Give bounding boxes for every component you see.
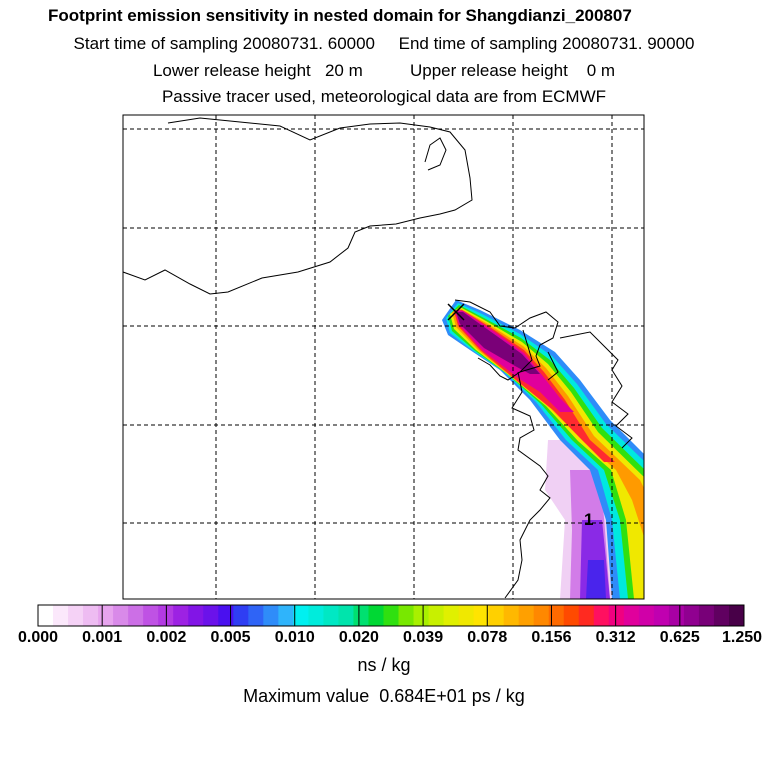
colorbar-tick-label: 0.039: [403, 629, 444, 646]
colorbar-swatch: [428, 605, 445, 626]
colorbar: [37, 604, 745, 627]
release-height-line: Lower release height 20 m Upper release …: [0, 61, 768, 81]
colorbar-swatch: [368, 605, 384, 626]
colorbar-swatch: [713, 605, 730, 626]
colorbar-swatch: [308, 605, 324, 626]
colorbar-swatch: [593, 605, 610, 626]
colorbar-swatch: [488, 605, 505, 626]
colorbar-swatch: [248, 605, 264, 626]
colorbar-swatch: [218, 605, 234, 626]
colorbar-swatch: [203, 605, 219, 626]
colorbar-swatch: [653, 605, 670, 626]
colorbar-swatch: [143, 605, 159, 626]
maximum-value-note: Maximum value 0.684E+01 ps / kg: [243, 686, 525, 706]
colorbar-swatch: [458, 605, 475, 626]
colorbar-tick-label: 0.005: [210, 629, 251, 646]
colorbar-swatch: [233, 605, 249, 626]
upper-height-value: 0 m: [586, 61, 616, 80]
colorbar-unit: ns / kg: [357, 655, 411, 675]
colorbar-swatch: [533, 605, 550, 626]
tracer-note: Passive tracer used, meteorological data…: [161, 87, 607, 106]
start-time-value: 20080731. 60000: [242, 34, 376, 53]
colorbar-swatch: [293, 605, 309, 626]
colorbar-tick-label: 0.000: [17, 629, 59, 646]
coastlines: [122, 117, 633, 599]
colorbar-swatch: [278, 605, 294, 626]
end-time-value: 20080731. 90000: [562, 34, 695, 53]
colorbar-swatch: [563, 605, 580, 626]
colorbar-tick-label: 0.010: [274, 629, 315, 646]
colorbar-swatch: [608, 605, 625, 626]
contour-label: 1: [584, 510, 593, 529]
colorbar-swatch: [128, 605, 144, 626]
colorbar-swatch: [338, 605, 354, 626]
colorbar-swatch: [263, 605, 279, 626]
colorbar-swatch: [98, 605, 114, 626]
lower-height-label: Lower release height: [152, 61, 311, 80]
colorbar-swatch: [698, 605, 715, 626]
plume-blue-core: [586, 560, 606, 599]
colorbar-tick-label: 0.312: [595, 629, 636, 646]
colorbar-tick-label: 0.002: [146, 629, 187, 646]
colorbar-swatch: [383, 605, 400, 626]
colorbar-swatch: [188, 605, 204, 626]
colorbar-swatch: [728, 605, 745, 626]
colorbar-frame: [37, 604, 745, 627]
colorbar-swatch: [443, 605, 460, 626]
plume-field: [442, 300, 644, 599]
colorbar-swatch: [173, 605, 189, 626]
colorbar-swatch: [548, 605, 565, 626]
colorbar-tick-label: 1.250: [721, 629, 763, 646]
colorbar-swatch: [413, 605, 430, 626]
colorbar-swatch: [113, 605, 129, 626]
colorbar-tick-label: 0.156: [531, 629, 572, 646]
colorbar-swatch: [473, 605, 490, 626]
colorbar-swatch: [68, 605, 84, 626]
x-marker-icon: [447, 303, 465, 321]
colorbar-tick-label: 0.078: [467, 629, 508, 646]
chart-title: Footprint emission sensitivity in nested…: [48, 6, 632, 25]
map-frame: [122, 114, 645, 600]
colorbar-swatch: [323, 605, 339, 626]
colorbar-swatch: [53, 605, 69, 626]
lower-height-value: 20 m: [324, 61, 363, 80]
colorbar-swatch: [38, 605, 54, 626]
colorbar-swatch: [638, 605, 655, 626]
end-time-label: End time of sampling: [398, 34, 558, 53]
upper-height-label: Upper release height: [409, 61, 568, 80]
colorbar-swatch: [398, 605, 415, 626]
colorbar-swatch: [353, 605, 369, 626]
colorbar-swatch: [683, 605, 700, 626]
colorbar-swatch: [578, 605, 595, 626]
colorbar-swatch: [668, 605, 685, 626]
start-time-label: Start time of sampling: [73, 34, 238, 53]
colorbar-swatch: [83, 605, 99, 626]
colorbar-swatch: [518, 605, 535, 626]
colorbar-swatch: [623, 605, 640, 626]
sampling-time-line: Start time of sampling 20080731. 60000 E…: [0, 34, 768, 54]
colorbar-tick-label: 0.625: [659, 629, 700, 646]
colorbar-swatch: [503, 605, 520, 626]
plume-purple-core: [456, 312, 540, 374]
colorbar-tick-label: 0.020: [338, 629, 379, 646]
colorbar-tick-label: 0.001: [82, 629, 123, 646]
